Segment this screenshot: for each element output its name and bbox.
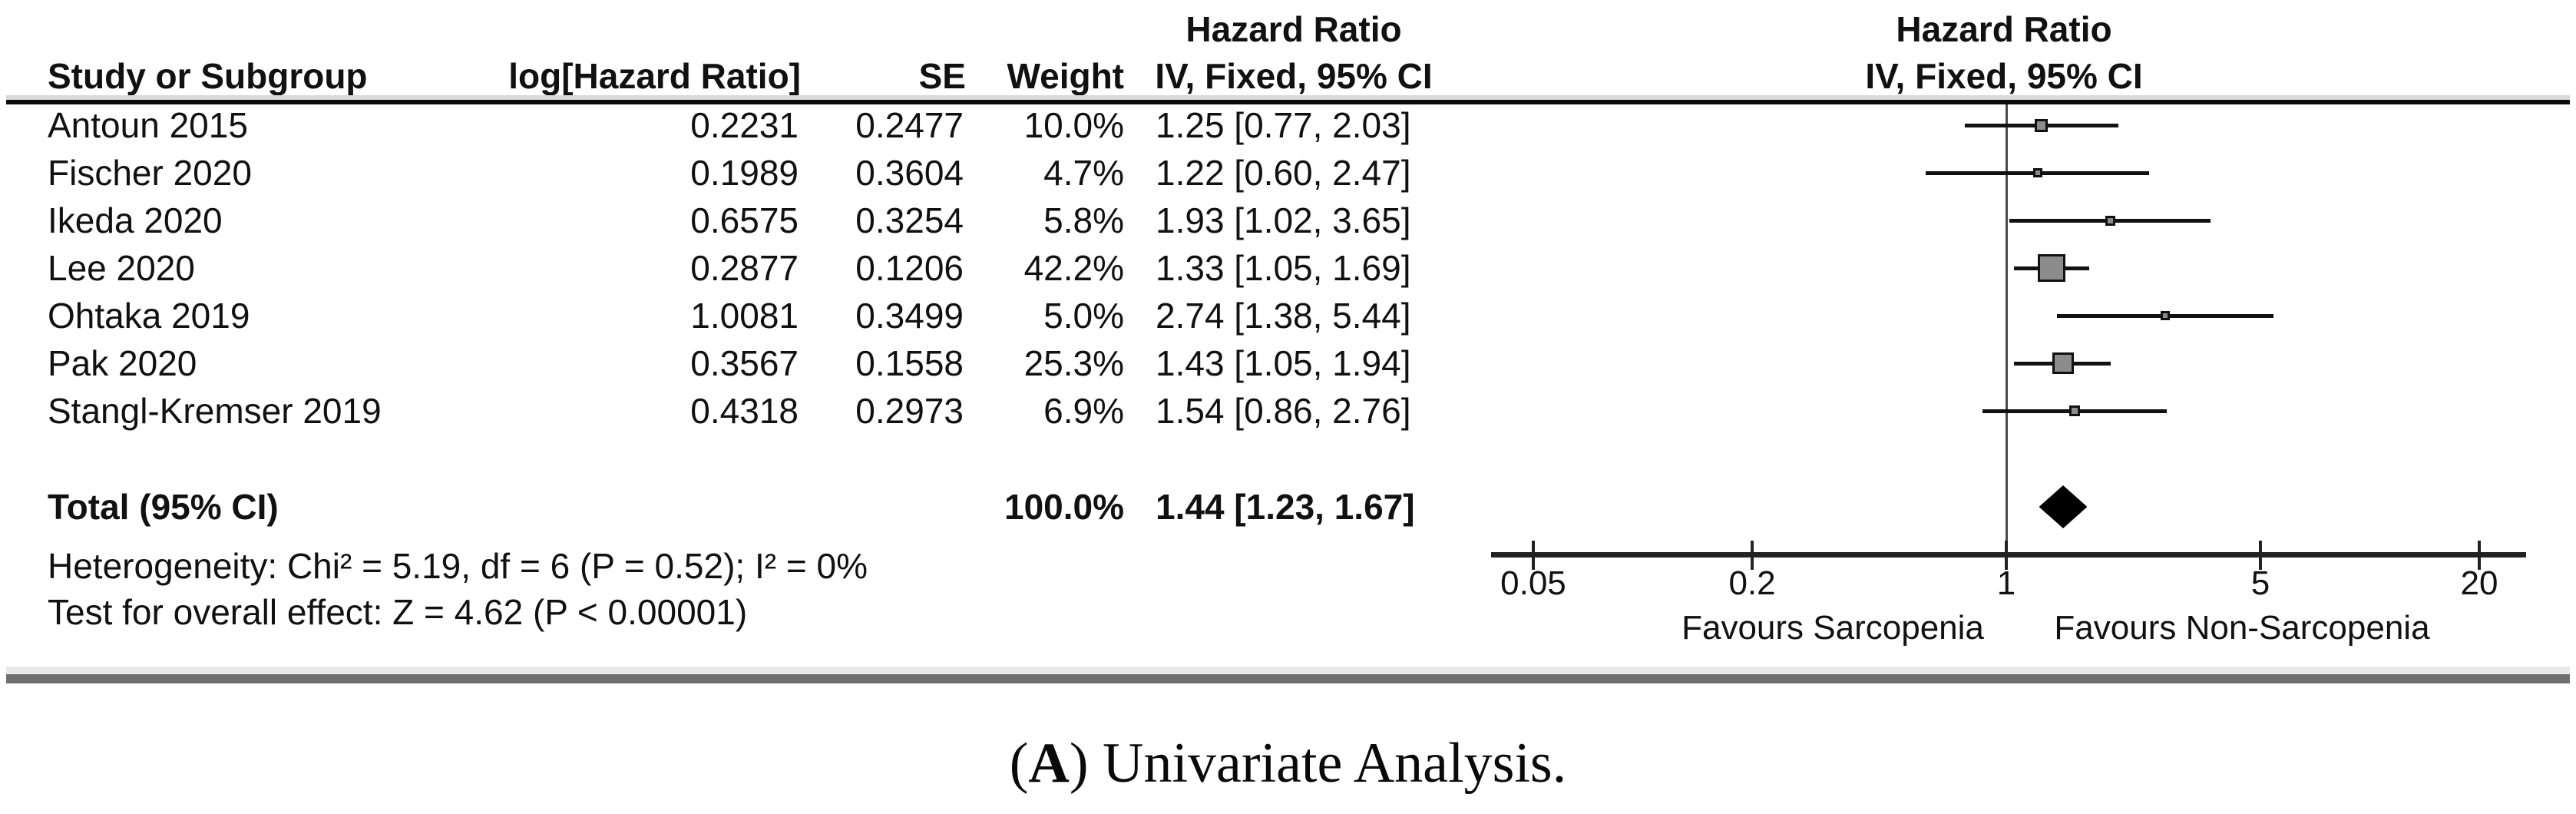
bottom-rule-light [6, 667, 2570, 674]
col-header-weight: Weight [1007, 56, 1124, 96]
caption-letter: A [1028, 732, 1070, 795]
log-hr-value: 1.0081 [690, 296, 799, 336]
se-value: 0.3254 [855, 200, 964, 240]
hr-ci-value: 2.74 [1.38, 5.44] [1156, 296, 1411, 336]
hr-ci-value: 1.93 [1.02, 3.65] [1156, 200, 1411, 240]
effect-square [2068, 405, 2080, 416]
favours-left-label: Favours Sarcopenia [1682, 609, 1984, 647]
axis-tick [1751, 541, 1754, 570]
weight-value: 25.3% [1023, 343, 1124, 383]
col-header-iv-fixed: IV, Fixed, 95% CI [1155, 56, 1433, 96]
axis-tick-label: 20 [2460, 564, 2498, 602]
log-hr-value: 0.2877 [690, 248, 799, 288]
effect-square [2037, 254, 2065, 282]
total-label: Total (95% CI) [48, 487, 279, 527]
overall-effect-text: Test for overall effect: Z = 4.62 (P < 0… [48, 592, 748, 632]
se-value: 0.1558 [855, 343, 964, 383]
study-name: Ikeda 2020 [48, 200, 223, 240]
hr-ci-value: 1.43 [1.05, 1.94] [1156, 343, 1411, 383]
effect-square [2032, 168, 2042, 177]
effect-square [2105, 215, 2115, 226]
table-hr-header: Hazard Ratio [1185, 9, 1402, 49]
axis-tick-label: 0.2 [1728, 564, 1776, 602]
col-header-se: SE [918, 56, 966, 96]
study-name: Lee 2020 [48, 248, 195, 288]
weight-value: 5.8% [1043, 200, 1124, 240]
se-value: 0.2477 [855, 105, 964, 145]
hr-ci-value: 1.25 [0.77, 2.03] [1156, 105, 1411, 145]
weight-value: 4.7% [1043, 153, 1124, 193]
study-name: Pak 2020 [48, 343, 197, 383]
weight-value: 42.2% [1023, 248, 1124, 288]
se-value: 0.3604 [855, 153, 964, 193]
effect-square [2035, 118, 2049, 132]
study-name: Ohtaka 2019 [48, 296, 250, 336]
log-hr-value: 0.1989 [690, 153, 799, 193]
axis-line [1491, 552, 2526, 558]
caption-rest: ) Univariate Analysis. [1069, 732, 1567, 795]
plot-header-iv-fixed: IV, Fixed, 95% CI [1865, 56, 2143, 96]
effect-square [2052, 352, 2074, 374]
weight-value: 10.0% [1023, 105, 1124, 145]
se-value: 0.2973 [855, 391, 964, 431]
caption-open: ( [1009, 732, 1029, 795]
col-header-log-hr: log[Hazard Ratio] [508, 56, 801, 96]
weight-value: 6.9% [1043, 391, 1124, 431]
hr-ci-value: 1.33 [1.05, 1.69] [1156, 248, 1411, 288]
study-name: Fischer 2020 [48, 153, 252, 193]
plot-hr-header: Hazard Ratio [1896, 9, 2112, 49]
study-name: Stangl-Kremser 2019 [48, 391, 382, 431]
log-hr-value: 0.2231 [690, 105, 799, 145]
hr-ci-value: 1.22 [0.60, 2.47] [1156, 153, 1411, 193]
log-hr-value: 0.6575 [690, 200, 799, 240]
total-diamond [2039, 485, 2088, 528]
no-effect-line [2005, 104, 2008, 554]
se-value: 0.1206 [855, 248, 964, 288]
total-weight: 100.0% [1004, 487, 1124, 527]
heterogeneity-text: Heterogeneity: Chi² = 5.19, df = 6 (P = … [48, 546, 868, 586]
hr-ci-value: 1.54 [0.86, 2.76] [1156, 391, 1411, 431]
col-header-study: Study or Subgroup [48, 56, 368, 96]
effect-square [2161, 311, 2171, 320]
weight-value: 5.0% [1043, 296, 1124, 336]
favours-right-label: Favours Non-Sarcopenia [2054, 609, 2430, 647]
bottom-rule [6, 674, 2570, 683]
header-rule [6, 100, 2570, 104]
log-hr-value: 0.4318 [690, 391, 799, 431]
axis-tick-label: 0.05 [1500, 564, 1566, 602]
axis-tick [2005, 541, 2008, 570]
axis-tick [1531, 541, 1535, 570]
study-name: Antoun 2015 [48, 105, 248, 145]
axis-tick-label: 5 [2250, 564, 2270, 602]
axis-tick [2478, 541, 2482, 570]
axis-tick-label: 1 [1996, 564, 2016, 602]
header-rule-light [6, 95, 2570, 100]
log-hr-value: 0.3567 [690, 343, 799, 383]
axis-tick [2258, 541, 2262, 570]
se-value: 0.3499 [855, 296, 964, 336]
figure-caption: (A) Univariate Analysis. [0, 731, 2576, 796]
total-hr-ci: 1.44 [1.23, 1.67] [1156, 487, 1415, 527]
